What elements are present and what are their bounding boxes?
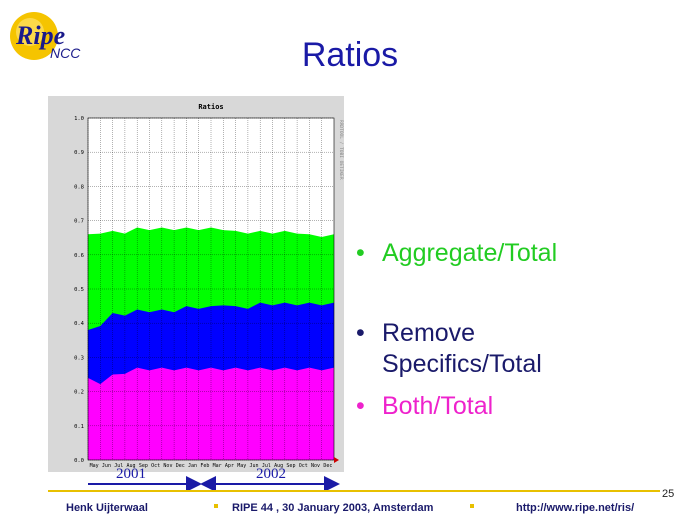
y-tick-label: 0.6 xyxy=(74,253,84,259)
bullet-both-text: Both/Total xyxy=(382,392,494,420)
chart-svg: Ratios RRDTOOL / TOBI OETIKER 0.0 0.1 0.2 0.3… xyxy=(74,103,344,469)
y-tick-label: 0.4 xyxy=(74,321,85,327)
footer-event: RIPE 44 , 30 January 2003, Amsterdam xyxy=(232,502,434,514)
footer-separator xyxy=(214,504,218,508)
x-tick-label: Jun xyxy=(250,463,259,469)
slide-title: Ratios xyxy=(301,36,399,74)
chart-title: Ratios xyxy=(198,103,223,111)
footer-url[interactable]: http://www.ripe.net/ris/ xyxy=(516,502,635,514)
x-tick-label: Aug xyxy=(274,463,283,469)
year-label-2001: 2001 xyxy=(116,466,146,482)
plot-border xyxy=(87,117,335,461)
page-number: 25 xyxy=(662,488,675,500)
bullet-specifics-text: Specifics/Total xyxy=(382,350,542,378)
bullet-dot: • xyxy=(356,239,365,267)
x-tick-label: Aug xyxy=(127,463,136,469)
y-tick-label: 0.1 xyxy=(74,424,84,430)
x-tick-label: Jun xyxy=(102,463,111,469)
x-tick-label: Dec xyxy=(323,463,332,469)
y-tick-label: 0.8 xyxy=(74,184,84,190)
x-tick-label: Nov xyxy=(311,463,320,469)
bullet-remove-text: Remove xyxy=(382,319,476,347)
y-tick-label: 0.2 xyxy=(74,390,84,396)
logo-ripe-text: Ripe xyxy=(15,21,65,50)
y-tick-label: 0.0 xyxy=(74,458,84,464)
footer-separator xyxy=(470,504,474,508)
ripe-ncc-logo: Ripe NCC xyxy=(6,6,96,66)
y-tick-label: 0.9 xyxy=(74,150,84,156)
bullet-dot: • xyxy=(356,319,365,347)
x-tick-label: Jan xyxy=(188,463,197,469)
footer-author: Henk Uijterwaal xyxy=(66,502,148,514)
x-tick-label: Mar xyxy=(213,463,222,469)
y-tick-label: 1.0 xyxy=(74,116,84,122)
x-tick-label: Nov xyxy=(163,463,172,469)
x-tick-label: Jul xyxy=(262,463,271,469)
x-tick-label: Apr xyxy=(225,463,234,469)
x-tick-label: Sep xyxy=(139,463,148,469)
y-tick-label: 0.7 xyxy=(74,219,84,225)
x-tick-label: Oct xyxy=(299,463,308,469)
x-tick-label: Jul xyxy=(114,463,123,469)
logo-ncc-text: NCC xyxy=(50,45,81,61)
ratios-chart: Ratios RRDTOOL / TOBI OETIKER 0.0 0.1 0.2 0.3… xyxy=(48,96,344,472)
x-tick-label: Oct xyxy=(151,463,160,469)
y-tick-label: 0.3 xyxy=(74,355,84,361)
year-label-2002: 2002 xyxy=(256,466,286,482)
footer-divider xyxy=(48,490,660,492)
y-tick-label: 0.5 xyxy=(74,287,84,293)
rrdtool-credit: RRDTOOL / TOBI OETIKER xyxy=(338,120,344,180)
x-tick-label: Dec xyxy=(176,463,185,469)
x-tick-label: May xyxy=(90,463,99,469)
bullet-dot: • xyxy=(356,392,365,420)
x-tick-label: Sep xyxy=(286,463,295,469)
x-tick-label: May xyxy=(237,463,246,469)
x-axis-arrow xyxy=(334,457,339,463)
bullet-aggregate-text: Aggregate/Total xyxy=(382,239,558,267)
x-tick-label: Feb xyxy=(200,463,209,469)
